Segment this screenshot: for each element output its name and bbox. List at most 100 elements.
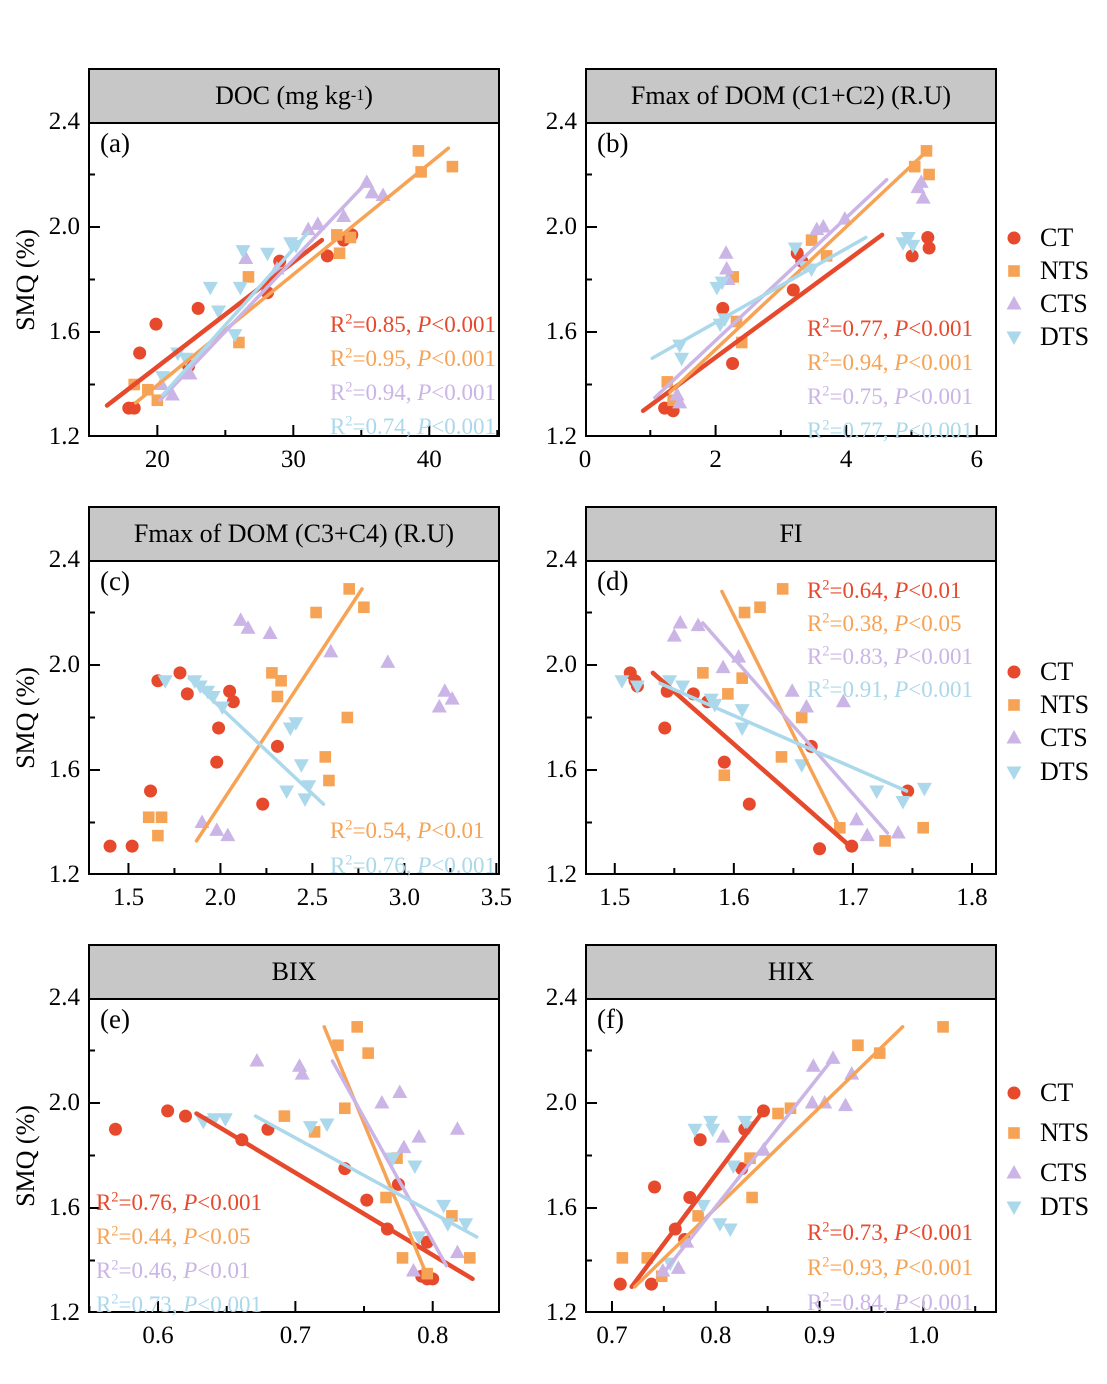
DTS-marker [227, 329, 243, 343]
y-tick-label: 2.4 [545, 984, 577, 1011]
plot-border [88, 560, 500, 875]
panel-b-stats-CT: R2=0.77, P<0.001 [807, 315, 973, 341]
panel-b-trendline-CTS [653, 178, 889, 400]
NTS-marker [333, 247, 346, 260]
x-tick-label: 2.0 [204, 884, 237, 911]
NTS-marker [266, 667, 278, 679]
CTS-marker [449, 1121, 465, 1135]
CTS-marker [380, 654, 396, 668]
NTS-marker [446, 1210, 458, 1222]
y-tick-label: 2.4 [545, 108, 577, 135]
CTS-marker [396, 1139, 412, 1154]
panel-b-series-CTS [669, 174, 931, 409]
panel-d-series-DTS [614, 675, 932, 810]
NTS-marker [775, 751, 788, 763]
x-tick-label: 0.8 [700, 1322, 732, 1349]
panel-d-ticks [586, 560, 973, 875]
CTS-marker [444, 691, 460, 705]
x-tick-label: 0.9 [803, 1322, 836, 1349]
legend-3-label-NTS: NTS [1040, 1118, 1090, 1147]
DTS-marker [293, 759, 309, 773]
NTS-marker [344, 231, 357, 244]
y-tick-label: 1.6 [545, 1194, 577, 1221]
panel-b-trendline-DTS [650, 235, 868, 360]
DTS-marker [869, 785, 885, 799]
DTS-marker [297, 793, 313, 807]
NTS-marker [396, 1252, 409, 1264]
x-tick-label: 20 [144, 446, 170, 473]
DTS-marker [202, 281, 218, 296]
CTS-legend-marker [1006, 730, 1022, 744]
CT-marker [108, 1122, 122, 1136]
plot-border [88, 122, 500, 437]
DTS-marker [178, 352, 194, 367]
NTS-marker [271, 690, 284, 703]
CTS-marker [672, 394, 688, 409]
NTS-marker [341, 711, 354, 724]
CT-marker [742, 797, 756, 811]
y-tick-label: 2.4 [48, 984, 80, 1011]
x-tick-label: 1.5 [599, 884, 631, 911]
NTS-marker [308, 1126, 321, 1138]
panel-e-series-CT [108, 1104, 440, 1286]
panel-f-stats-NTS: R2=0.93, P<0.001 [807, 1254, 973, 1280]
CTS-marker [336, 208, 352, 222]
NTS-marker [923, 168, 935, 181]
DTS-marker [900, 232, 916, 246]
NTS-marker [463, 1252, 476, 1264]
legend-3-marker-DTS [1006, 1201, 1022, 1215]
NTS-marker [331, 229, 343, 241]
DTS-marker [157, 675, 173, 689]
NTS-marker [744, 1152, 756, 1164]
CTS-marker [262, 625, 278, 639]
panel-e-series-CTS [249, 1053, 465, 1277]
CT-marker [103, 839, 117, 853]
x-tick-label: 0.6 [142, 1322, 174, 1349]
DTS-marker [458, 1218, 474, 1232]
DTS-marker [787, 242, 803, 256]
panel-d-series-CTS [666, 615, 906, 842]
panel-f-label: (f) [597, 1004, 624, 1034]
NTS-marker [776, 583, 789, 595]
CT-marker [905, 249, 919, 263]
CTS-marker [411, 1129, 427, 1143]
panel-a-plot [88, 122, 500, 437]
NTS-marker [692, 1210, 704, 1222]
CTS-marker [666, 628, 682, 642]
y-tick-label: 1.2 [48, 423, 80, 450]
NTS-marker [616, 1252, 629, 1264]
CT-marker [320, 249, 334, 263]
NTS-marker [380, 1191, 392, 1204]
CT-marker [360, 1193, 374, 1207]
NTS-marker [319, 751, 332, 763]
CT-marker [717, 755, 731, 769]
CT-marker [270, 739, 284, 753]
CTS-marker [715, 659, 731, 674]
NTS-marker [358, 601, 370, 614]
DTS-marker [436, 1199, 452, 1214]
panel-f-trendline-NTS [633, 1025, 905, 1289]
panel-e-stats-NTS: R2=0.44, P<0.05 [96, 1223, 251, 1249]
DTS-marker [232, 281, 248, 296]
DTS-marker [674, 352, 690, 367]
NTS-marker [142, 811, 155, 824]
CT-marker [658, 721, 672, 735]
y-tick-label: 1.6 [48, 756, 80, 783]
panel-c-stats-NTS: R2=0.54, P<0.01 [330, 817, 485, 843]
legend-1-marker-DTS [1006, 331, 1022, 345]
CT-marker [179, 1109, 193, 1123]
x-tick-label: 0 [578, 446, 592, 473]
CT-marker [786, 283, 800, 297]
NTS-marker [735, 336, 748, 349]
CTS-marker [913, 174, 929, 188]
y-tick-label: 1.2 [48, 1299, 80, 1326]
DTS-marker [301, 780, 317, 794]
panel-d-trendline-CT [650, 670, 850, 846]
panel-d-stats-NTS: R2=0.38, P<0.05 [807, 610, 962, 636]
x-tick-label: 2.5 [296, 884, 329, 911]
panel-e-trendline-DTS [253, 1114, 479, 1239]
DTS-marker [722, 1223, 738, 1237]
x-tick-label: 1.8 [956, 884, 988, 911]
y-tick-label: 2.0 [48, 651, 80, 678]
DTS-legend-marker [1006, 331, 1022, 345]
